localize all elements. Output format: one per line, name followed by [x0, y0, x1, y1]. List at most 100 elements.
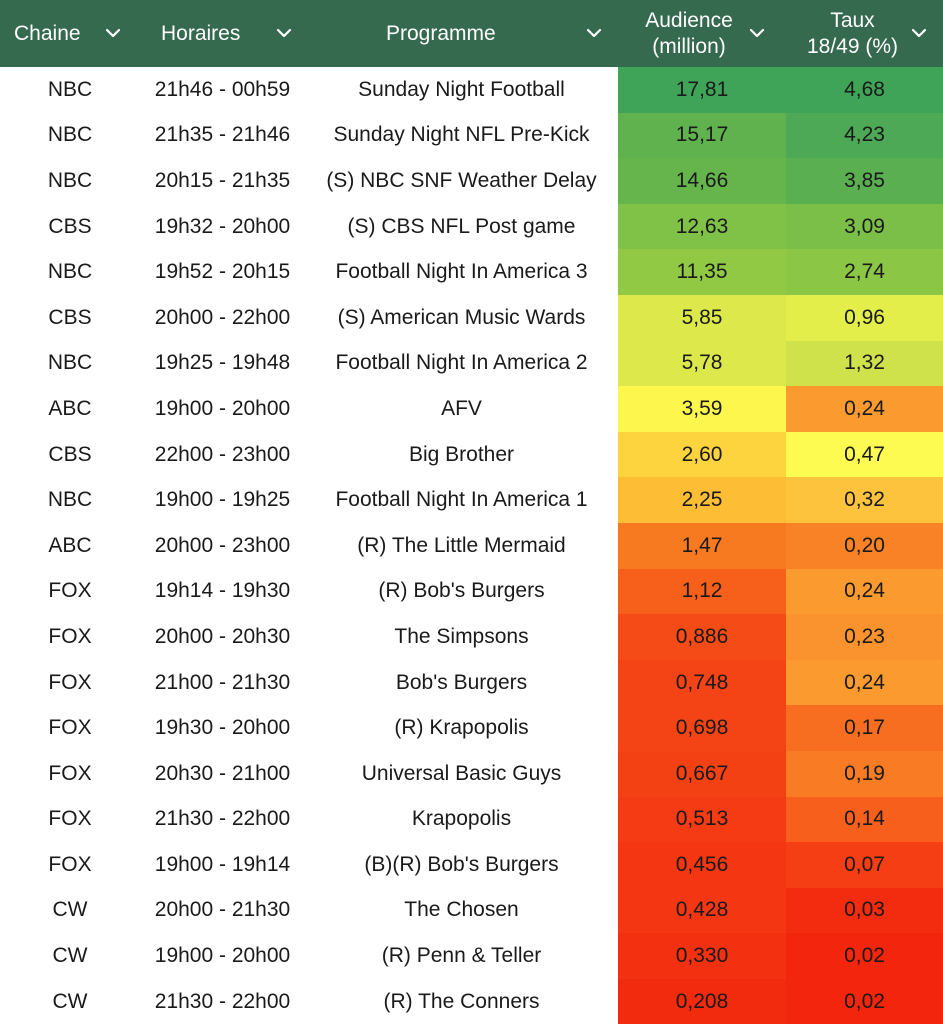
table-row: ABC 19h00 - 20h00 AFV 3,59 0,24	[0, 386, 943, 432]
cell-programme: (S) CBS NFL Post game	[347, 214, 576, 238]
cell-taux: 0,03	[786, 887, 943, 934]
cell-audience: 0,456	[618, 842, 786, 888]
column-header-programme[interactable]: Programme	[305, 0, 618, 67]
cell-programme: (R) Krapopolis	[394, 716, 529, 740]
cell-programme: Universal Basic Guys	[361, 761, 562, 785]
cell-programme: (B)(R) Bob's Burgers	[364, 852, 559, 876]
cell-taux: 0,14	[786, 796, 943, 843]
column-header-label: Chaine	[14, 21, 81, 45]
cell-programme: (S) American Music Wards	[337, 305, 586, 329]
table-row: NBC 19h00 - 19h25 Football Night In Amer…	[0, 477, 943, 523]
cell-taux: 0,02	[786, 933, 943, 979]
cell-programme: Sunday Night NFL Pre-Kick	[333, 123, 590, 147]
cell-taux: 0,96	[786, 294, 943, 341]
cell-audience: 5,78	[618, 340, 786, 387]
cell-taux: 4,23	[786, 112, 943, 159]
cell-audience: 0,513	[618, 796, 786, 843]
table-row: FOX 21h30 - 22h00 Krapopolis 0,513 0,14	[0, 796, 943, 843]
table-row: CBS 20h00 - 22h00 (S) American Music War…	[0, 294, 943, 341]
table-row: NBC 21h46 - 00h59 Sunday Night Football …	[0, 67, 943, 113]
cell-taux: 0,07	[786, 842, 943, 888]
cell-taux: 4,68	[786, 67, 943, 113]
cell-audience: 2,25	[618, 477, 786, 523]
cell-horaires: 21h30 - 22h00	[154, 989, 291, 1013]
column-header-sublabel: (million)	[652, 34, 726, 58]
cell-programme: Football Night In America 2	[335, 351, 588, 375]
cell-taux: 0,23	[786, 614, 943, 660]
table-row: ABC 20h00 - 23h00 (R) The Little Mermaid…	[0, 522, 943, 569]
chevron-down-icon[interactable]	[275, 24, 293, 42]
cell-programme: AFV	[441, 396, 482, 420]
column-header-label: Audience	[645, 8, 733, 32]
cell-taux: 0,02	[786, 978, 943, 1024]
cell-horaires: 20h00 - 23h00	[154, 533, 291, 557]
column-header-label: Horaires	[161, 21, 241, 45]
cell-programme: (S) NBC SNF Weather Delay	[326, 168, 597, 192]
cell-taux: 0,24	[786, 568, 943, 615]
cell-horaires: 19h00 - 20h00	[154, 944, 291, 968]
cell-audience: 0,886	[618, 614, 786, 660]
cell-audience: 0,208	[618, 978, 786, 1024]
cell-audience: 15,17	[618, 112, 786, 159]
cell-audience: 0,698	[618, 705, 786, 751]
cell-taux: 1,32	[786, 340, 943, 387]
cell-audience: 14,66	[618, 158, 786, 204]
table-row: NBC 21h35 - 21h46 Sunday Night NFL Pre-K…	[0, 112, 943, 159]
cell-chaine: CBS	[48, 305, 92, 329]
cell-chaine: NBC	[47, 351, 93, 375]
cell-audience: 12,63	[618, 203, 786, 250]
cell-horaires: 19h25 - 19h48	[154, 351, 291, 375]
table-row: FOX 21h00 - 21h30 Bob's Burgers 0,748 0,…	[0, 659, 943, 706]
column-header-horaires[interactable]: Horaires	[140, 0, 305, 67]
cell-chaine: NBC	[47, 488, 93, 512]
cell-audience: 17,81	[618, 67, 786, 113]
cell-chaine: CBS	[48, 442, 92, 466]
cell-taux: 0,17	[786, 705, 943, 751]
cell-horaires: 19h32 - 20h00	[154, 214, 291, 238]
cell-audience: 3,59	[618, 386, 786, 432]
table-row: CBS 22h00 - 23h00 Big Brother 2,60 0,47	[0, 431, 943, 478]
chevron-down-icon[interactable]	[748, 24, 766, 42]
cell-audience: 5,85	[618, 294, 786, 341]
cell-horaires: 21h35 - 21h46	[154, 123, 291, 147]
cell-chaine: NBC	[47, 123, 93, 147]
cell-audience: 0,428	[618, 887, 786, 934]
chevron-down-icon[interactable]	[910, 24, 928, 42]
table-row: FOX 20h00 - 20h30 The Simpsons 0,886 0,2…	[0, 614, 943, 660]
column-header-label: Taux	[830, 8, 875, 32]
cell-programme: The Chosen	[404, 898, 519, 922]
cell-chaine: FOX	[48, 807, 92, 831]
cell-audience: 2,60	[618, 431, 786, 478]
table-body: NBC 21h46 - 00h59 Sunday Night Football …	[0, 67, 943, 1024]
cell-horaires: 21h30 - 22h00	[154, 807, 291, 831]
cell-programme: Bob's Burgers	[395, 670, 528, 694]
column-header-audience[interactable]: Audience (million)	[618, 0, 786, 67]
cell-chaine: CW	[52, 944, 88, 968]
cell-horaires: 20h15 - 21h35	[154, 168, 291, 192]
column-header-label: Programme	[386, 21, 496, 45]
cell-taux: 0,32	[786, 477, 943, 523]
cell-taux: 3,09	[786, 203, 943, 250]
table-row: CW 19h00 - 20h00 (R) Penn & Teller 0,330…	[0, 933, 943, 979]
cell-audience: 11,35	[618, 249, 786, 295]
chevron-down-icon[interactable]	[104, 24, 122, 42]
column-header-chaine[interactable]: Chaine	[0, 0, 140, 67]
cell-programme: Football Night In America 3	[335, 260, 588, 284]
cell-programme: Krapopolis	[411, 807, 512, 831]
table-row: FOX 19h30 - 20h00 (R) Krapopolis 0,698 0…	[0, 705, 943, 751]
cell-taux: 2,74	[786, 249, 943, 295]
table-row: CW 20h00 - 21h30 The Chosen 0,428 0,03	[0, 887, 943, 934]
cell-taux: 3,85	[786, 158, 943, 204]
column-header-taux[interactable]: Taux 18/49 (%)	[786, 0, 943, 67]
chevron-down-icon[interactable]	[585, 24, 603, 42]
cell-chaine: NBC	[47, 168, 93, 192]
cell-chaine: FOX	[48, 624, 92, 648]
cell-programme: (R) Penn & Teller	[381, 944, 542, 968]
column-header-sublabel: 18/49 (%)	[806, 34, 899, 58]
cell-chaine: ABC	[48, 533, 92, 557]
cell-audience: 0,748	[618, 659, 786, 706]
table-row: NBC 19h52 - 20h15 Football Night In Amer…	[0, 249, 943, 295]
cell-horaires: 22h00 - 23h00	[154, 442, 291, 466]
cell-audience: 1,12	[618, 568, 786, 615]
